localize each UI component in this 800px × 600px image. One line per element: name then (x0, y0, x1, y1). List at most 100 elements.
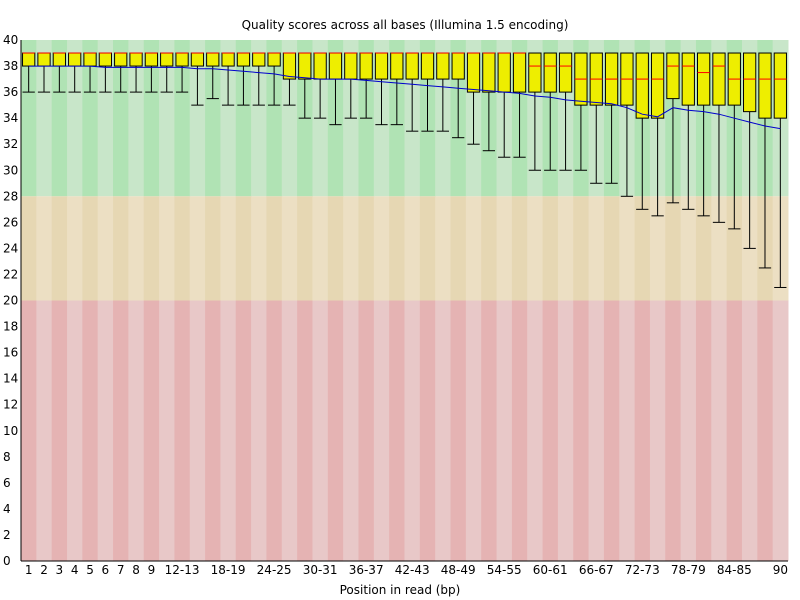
y-tick-label: 0 (3, 554, 11, 568)
band-good-stripe (174, 40, 191, 197)
band-reasonable-stripe (159, 196, 175, 301)
band-poor-stripe (36, 300, 53, 561)
quality-box (129, 52, 143, 67)
y-tick-label: 16 (3, 346, 18, 360)
x-tick-label: 3 (56, 563, 64, 577)
band-good-stripe (266, 40, 283, 197)
band-poor-stripe (711, 300, 728, 561)
quality-box (37, 52, 51, 67)
band-reasonable-stripe (619, 196, 636, 301)
band-poor-stripe (143, 300, 160, 561)
quality-box (650, 52, 665, 119)
band-poor-stripe (450, 300, 467, 561)
band-reasonable-stripe (67, 196, 83, 301)
band-reasonable-stripe (665, 196, 682, 301)
quality-box (98, 52, 113, 67)
band-poor-stripe (496, 300, 513, 561)
band-reasonable-stripe (82, 196, 99, 301)
x-tick-label: 7 (117, 563, 125, 577)
band-reasonable-stripe (511, 196, 528, 301)
quality-box (773, 52, 787, 119)
band-poor-stripe (465, 300, 482, 561)
y-tick-label: 20 (3, 294, 18, 308)
quality-box (743, 52, 757, 113)
band-poor-stripe (404, 300, 421, 561)
quality-box (436, 52, 450, 80)
band-poor-stripe (772, 300, 789, 561)
band-reasonable-stripe (189, 196, 206, 301)
band-reasonable-stripe (496, 196, 513, 301)
band-poor-stripe (159, 300, 175, 561)
y-tick-label: 4 (3, 502, 11, 516)
band-good-stripe (235, 40, 252, 197)
band-reasonable-stripe (343, 196, 359, 301)
band-poor-stripe (297, 300, 313, 561)
chart-title: Quality scores across all bases (Illumin… (242, 18, 569, 32)
band-good-stripe (143, 40, 160, 197)
band-reasonable-stripe (649, 196, 666, 301)
band-reasonable-stripe (573, 196, 590, 301)
band-reasonable-stripe (465, 196, 482, 301)
band-reasonable-stripe (113, 196, 129, 301)
band-poor-stripe (174, 300, 191, 561)
band-reasonable-stripe (220, 196, 237, 301)
y-tick-label: 26 (3, 215, 18, 229)
band-good-stripe (128, 40, 145, 197)
boxes (22, 52, 787, 119)
band-reasonable-stripe (373, 196, 390, 301)
band-poor-stripe (373, 300, 390, 561)
band-reasonable-stripe (557, 196, 574, 301)
quality-box (558, 52, 573, 93)
band-poor-stripe (573, 300, 590, 561)
x-tick-label: 48-49 (441, 563, 476, 577)
x-tick-label: 24-25 (257, 563, 292, 577)
band-reasonable-stripe (205, 196, 221, 301)
band-reasonable-stripe (726, 196, 743, 301)
y-tick-label: 38 (3, 59, 18, 73)
x-tick-label: 60-61 (533, 563, 568, 577)
band-reasonable-stripe (695, 196, 712, 301)
band-poor-stripe (634, 300, 651, 561)
quality-background-bands (21, 40, 789, 561)
y-tick-label: 12 (3, 398, 18, 412)
band-poor-stripe (343, 300, 359, 561)
band-reasonable-stripe (527, 196, 544, 301)
y-tick-label: 6 (3, 476, 11, 490)
quality-box (298, 52, 312, 80)
band-reasonable-stripe (174, 196, 191, 301)
quality-box (420, 52, 435, 80)
band-poor-stripe (82, 300, 99, 561)
y-tick-label: 14 (3, 372, 18, 386)
x-tick-label: 1 (25, 563, 33, 577)
quality-box (22, 52, 36, 67)
quality-box (221, 52, 235, 67)
x-tick-label: 78-79 (671, 563, 706, 577)
y-tick-label: 8 (3, 450, 11, 464)
band-reasonable-stripe (51, 196, 68, 301)
quality-box (282, 52, 297, 80)
y-tick-label: 10 (3, 424, 18, 438)
x-tick-label: 36-37 (349, 563, 384, 577)
quality-box (328, 52, 343, 80)
band-reasonable-stripe (297, 196, 313, 301)
x-tick-label: 90 (773, 563, 788, 577)
quality-box (466, 52, 481, 93)
band-poor-stripe (726, 300, 743, 561)
quality-box (252, 52, 266, 67)
band-poor-stripe (251, 300, 267, 561)
band-poor-stripe (205, 300, 221, 561)
band-poor-stripe (435, 300, 452, 561)
quality-box (666, 52, 680, 100)
band-poor-stripe (511, 300, 528, 561)
band-poor-stripe (619, 300, 636, 561)
band-good-stripe (97, 40, 114, 197)
x-tick-label: 2 (40, 563, 48, 577)
x-tick-label: 72-73 (625, 563, 660, 577)
quality-box (68, 52, 82, 67)
x-tick-label: 12-13 (165, 563, 200, 577)
quality-box (359, 52, 373, 80)
band-reasonable-stripe (419, 196, 436, 301)
band-poor-stripe (67, 300, 83, 561)
